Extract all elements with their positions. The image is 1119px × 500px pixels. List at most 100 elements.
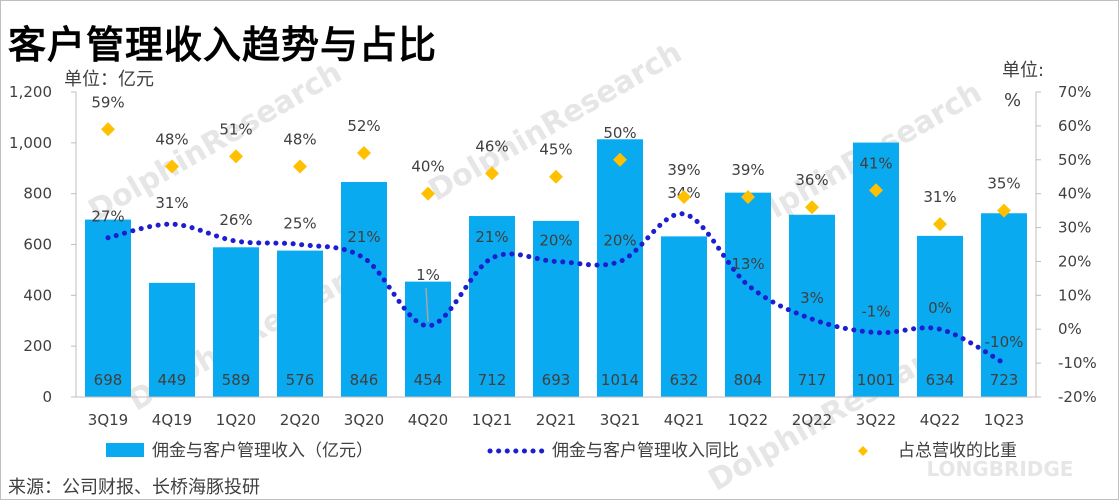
yoy-value-label: 1% <box>416 266 440 284</box>
bar <box>981 213 1027 397</box>
share-value-label: 41% <box>859 154 892 172</box>
x-tick-label: 4Q19 <box>152 411 192 429</box>
bar <box>85 219 131 397</box>
bar <box>725 192 771 397</box>
bar <box>661 236 707 397</box>
right-tick-label: 30% <box>1058 219 1091 237</box>
left-tick-label: 1,200 <box>9 83 52 101</box>
share-diamond <box>805 200 819 215</box>
yoy-value-label: 3% <box>800 289 824 307</box>
yoy-value-label: 25% <box>283 215 316 233</box>
x-axis: 3Q19 4Q19 1Q20 2Q20 3Q20 4Q20 1Q21 2Q21 3Q21 4Q21… <box>76 396 1036 429</box>
share-diamond <box>293 159 307 174</box>
share-value-label: 39% <box>731 161 764 179</box>
right-axis-unit: 单位: <box>1002 60 1045 81</box>
bar-value-label: 634 <box>926 371 955 389</box>
bar-value-label: 717 <box>798 371 827 389</box>
bar <box>341 181 387 397</box>
share-value-label: 48% <box>155 131 188 149</box>
left-tick-label: 1,000 <box>9 134 52 152</box>
share-value-label: 39% <box>667 161 700 179</box>
legend-bar-swatch <box>106 443 144 457</box>
right-tick-label: -10% <box>1058 354 1097 372</box>
yoy-value-label: 20% <box>539 231 572 249</box>
right-tick-label: 50% <box>1058 151 1091 169</box>
yoy-value-labels: 27%31%26%25%21%1%21%20%20%34%13%3%-1%0%-… <box>91 184 1023 351</box>
bar <box>597 139 643 397</box>
watermark-text: LONGBRIDGE <box>927 457 1074 481</box>
share-value-label: 51% <box>219 120 252 138</box>
bar-value-label: 632 <box>670 371 699 389</box>
bar-value-label: 449 <box>158 371 187 389</box>
source-note: 来源：公司财报、长桥海豚投研 <box>8 477 260 498</box>
bar-value-labels: 698 449 589 576 846 454 712 693 1014 632 804 717 100… <box>94 371 1019 389</box>
x-tick-label: 3Q22 <box>856 411 896 429</box>
right-tick-label: 70% <box>1058 83 1091 101</box>
label-leader-line <box>425 287 429 322</box>
x-tick-label: 4Q20 <box>408 411 448 429</box>
left-tick-label: 800 <box>23 185 52 203</box>
yoy-value-label: -1% <box>861 303 890 321</box>
share-value-label: 59% <box>91 93 124 111</box>
share-diamond <box>101 122 115 137</box>
x-tick-label: 3Q19 <box>88 411 128 429</box>
page-title: 客户管理收入趋势与占比 <box>8 23 438 67</box>
right-tick-label: 40% <box>1058 185 1091 203</box>
bar <box>277 250 323 397</box>
bar <box>469 216 515 397</box>
bar-value-label: 576 <box>286 371 315 389</box>
share-value-label: 52% <box>347 117 380 135</box>
x-tick-label: 2Q22 <box>792 411 832 429</box>
bar <box>789 214 835 397</box>
left-axis: 0 200 400 600 800 1,000 1,200 <box>9 83 77 406</box>
legend-line-label: 佣金与客户管理收入同比 <box>552 441 739 461</box>
x-tick-label: 3Q20 <box>344 411 384 429</box>
legend: 佣金与客户管理收入（亿元） 佣金与客户管理收入同比 占总营收的比重 <box>106 441 1017 461</box>
right-axis: -20% -10% 0% 10% 20% 30% 40% 50% 60% 70% <box>1035 83 1097 406</box>
x-tick-label: 4Q22 <box>920 411 960 429</box>
share-diamond <box>549 169 563 184</box>
share-diamond-series <box>101 122 1011 232</box>
yoy-line-series <box>105 211 1007 366</box>
share-diamond <box>165 159 179 174</box>
right-tick-label: 60% <box>1058 117 1091 135</box>
right-tick-label: 0% <box>1058 320 1082 338</box>
x-tick-label: 4Q21 <box>664 411 704 429</box>
bar-value-label: 1001 <box>857 371 895 389</box>
yoy-value-label: 31% <box>155 194 188 212</box>
bar <box>213 247 259 397</box>
x-tick-label: 1Q23 <box>984 411 1024 429</box>
bar-value-label: 698 <box>94 371 123 389</box>
bar <box>853 142 899 397</box>
share-diamond <box>741 190 755 205</box>
yoy-value-label: 21% <box>347 228 380 246</box>
bar-value-label: 804 <box>734 371 763 389</box>
share-diamond <box>485 166 499 181</box>
yoy-value-label: 27% <box>91 208 124 226</box>
bar-value-label: 454 <box>414 371 443 389</box>
right-axis-percent-sign: % <box>1004 90 1022 111</box>
right-tick-label: 10% <box>1058 286 1091 304</box>
share-value-label: 50% <box>603 124 636 142</box>
left-tick-label: 200 <box>23 337 52 355</box>
share-diamond <box>421 186 435 201</box>
bar-value-label: 1014 <box>601 371 639 389</box>
share-value-label: 35% <box>987 175 1020 193</box>
bar-value-label: 723 <box>990 371 1019 389</box>
bar-value-label: 589 <box>222 371 251 389</box>
left-tick-label: 0 <box>42 388 52 406</box>
share-diamond <box>677 190 691 205</box>
yoy-line <box>105 211 1007 366</box>
x-tick-label: 1Q22 <box>728 411 768 429</box>
yoy-value-label: 0% <box>928 299 952 317</box>
share-diamond <box>357 146 371 160</box>
bar <box>917 235 963 397</box>
x-tick-label: 3Q21 <box>600 411 640 429</box>
yoy-value-label: 26% <box>219 211 252 229</box>
x-tick-label: 2Q20 <box>280 411 320 429</box>
share-value-label: 48% <box>283 131 316 149</box>
share-value-label: 40% <box>411 158 444 176</box>
share-value-label: 31% <box>923 188 956 206</box>
yoy-value-label: 21% <box>475 228 508 246</box>
x-tick-label: 2Q21 <box>536 411 576 429</box>
